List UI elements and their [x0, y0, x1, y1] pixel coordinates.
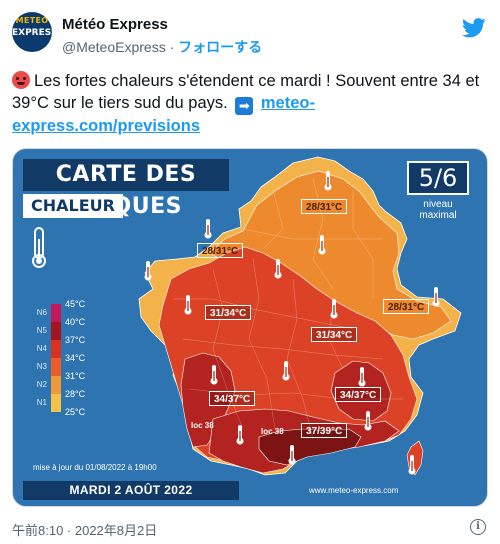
- legend-row: N5 40°C: [31, 317, 107, 340]
- account-name[interactable]: Météo Express: [62, 16, 168, 33]
- legend-level: N2: [36, 380, 47, 389]
- legend-temp: 40°C: [65, 317, 86, 327]
- thermometer-icon: [330, 299, 338, 319]
- thermometer-icon: [236, 425, 244, 445]
- tweet-text-main: Les fortes chaleurs s'étendent ce mardi …: [12, 72, 480, 112]
- legend-row: 25°C: [31, 407, 107, 430]
- legend-row: N1 28°C: [31, 389, 107, 412]
- legend-swatch: [51, 394, 61, 412]
- thermometer-icon: [324, 171, 332, 191]
- thermometer-icon: [210, 365, 218, 385]
- temp-label-east: 28/31°C: [383, 299, 430, 314]
- legend-row: N3 34°C: [31, 353, 107, 376]
- avatar-text-main: EXPRESS: [12, 28, 52, 38]
- legend-level: N5: [36, 326, 47, 335]
- legend-level: N4: [36, 344, 47, 353]
- legend-swatch: [51, 322, 61, 340]
- temp-label-southeast: 34/37°C: [335, 387, 382, 402]
- thermometer-icon: [184, 295, 192, 315]
- temp-label-center-east: 31/34°C: [311, 327, 358, 342]
- france-heat-map: [138, 156, 462, 476]
- legend-level: N6: [36, 308, 47, 317]
- tweet-text: Les fortes chaleurs s'étendent ce mardi …: [12, 70, 488, 137]
- legend-row: N2 31°C: [31, 371, 107, 394]
- thermometer-icon: [32, 227, 46, 268]
- handle-line: @MeteoExpress · フォローする: [62, 37, 262, 57]
- risk-level: 5/6: [407, 161, 469, 195]
- legend-swatch: [51, 304, 61, 322]
- tweet-link[interactable]: meteo-express.com/previsions: [12, 94, 315, 135]
- legend-row: N6 45°C: [31, 299, 107, 322]
- legend-row: N4 37°C: [31, 335, 107, 358]
- map-thermometers: [144, 171, 440, 475]
- thermometer-icon: [204, 219, 212, 239]
- thermometer-icon: [408, 455, 416, 475]
- legend-temp: 34°C: [65, 353, 86, 363]
- risk-level-label: niveau maximal: [403, 199, 473, 221]
- right-arrow-emoji-icon: ➡: [235, 97, 254, 115]
- temp-label-north: 28/31°C: [301, 199, 348, 214]
- risk-level-label-2: maximal: [419, 210, 457, 221]
- legend-temp: 45°C: [65, 299, 86, 309]
- legend-swatch: [51, 358, 61, 376]
- thermometer-icon: [432, 287, 440, 307]
- update-text: mise à jour du 01/08/2022 à 19h00: [33, 463, 157, 472]
- thermometer-icon: [274, 259, 282, 279]
- account-handle[interactable]: @MeteoExpress: [62, 39, 166, 55]
- temperature-legend: N6 45°C N5 40°C N4 37°C N3 34°C N2 31°C …: [31, 299, 107, 430]
- legend-temp: 31°C: [65, 371, 86, 381]
- map-date: MARDI 2 AOÛT 2022: [23, 481, 239, 500]
- legend-level: N3: [36, 362, 47, 371]
- handle-separator: ·: [165, 39, 179, 55]
- hot-face-emoji-icon: [12, 71, 30, 89]
- legend-temp: 37°C: [65, 335, 86, 345]
- tweet-header: METEO EXPRESS Météo Express @MeteoExpres…: [12, 12, 488, 56]
- legend-swatch: [51, 340, 61, 358]
- legend-swatch: [51, 376, 61, 394]
- legend-level: N1: [36, 398, 47, 407]
- temp-label-southwest: 34/37°C: [209, 391, 256, 406]
- loc-label-south: loc 38: [261, 427, 284, 436]
- avatar-text-top: METEO: [15, 16, 49, 25]
- info-icon[interactable]: i: [470, 519, 486, 535]
- department-borders: [173, 178, 403, 440]
- thermometer-icon: [282, 361, 290, 381]
- legend-swatch: [51, 412, 61, 430]
- tweet-image[interactable]: CARTE DES RISQUES CHALEUR 5/6 niveau max…: [12, 148, 488, 507]
- tweet-timestamp[interactable]: 午前8:10 · 2022年8月2日: [12, 523, 158, 538]
- temp-label-normandy: 28/31°C: [197, 243, 244, 258]
- site-url: www.meteo-express.com: [309, 486, 399, 495]
- temp-label-south: 37/39°C: [301, 423, 348, 438]
- zone-maroon: [258, 428, 362, 466]
- follow-button[interactable]: フォローする: [178, 39, 263, 55]
- thermometer-icon: [288, 445, 296, 465]
- thermometer-icon: [358, 367, 366, 387]
- zone-darkred-east: [330, 360, 392, 422]
- map-subtitle: CHALEUR: [23, 194, 123, 218]
- legend-temp: 28°C: [65, 389, 86, 399]
- twitter-bird-icon[interactable]: [462, 18, 486, 38]
- map-title: CARTE DES RISQUES: [23, 159, 229, 219]
- temp-label-west-center: 31/34°C: [205, 305, 252, 320]
- avatar[interactable]: METEO EXPRESS: [12, 12, 52, 52]
- thermometer-icon: [318, 235, 326, 255]
- loc-label-west: loc 38: [191, 421, 214, 430]
- legend-temp: 25°C: [65, 407, 86, 417]
- thermometer-icon: [364, 411, 372, 431]
- thermometer-icon: [144, 261, 152, 281]
- risk-level-label-1: niveau: [423, 199, 453, 210]
